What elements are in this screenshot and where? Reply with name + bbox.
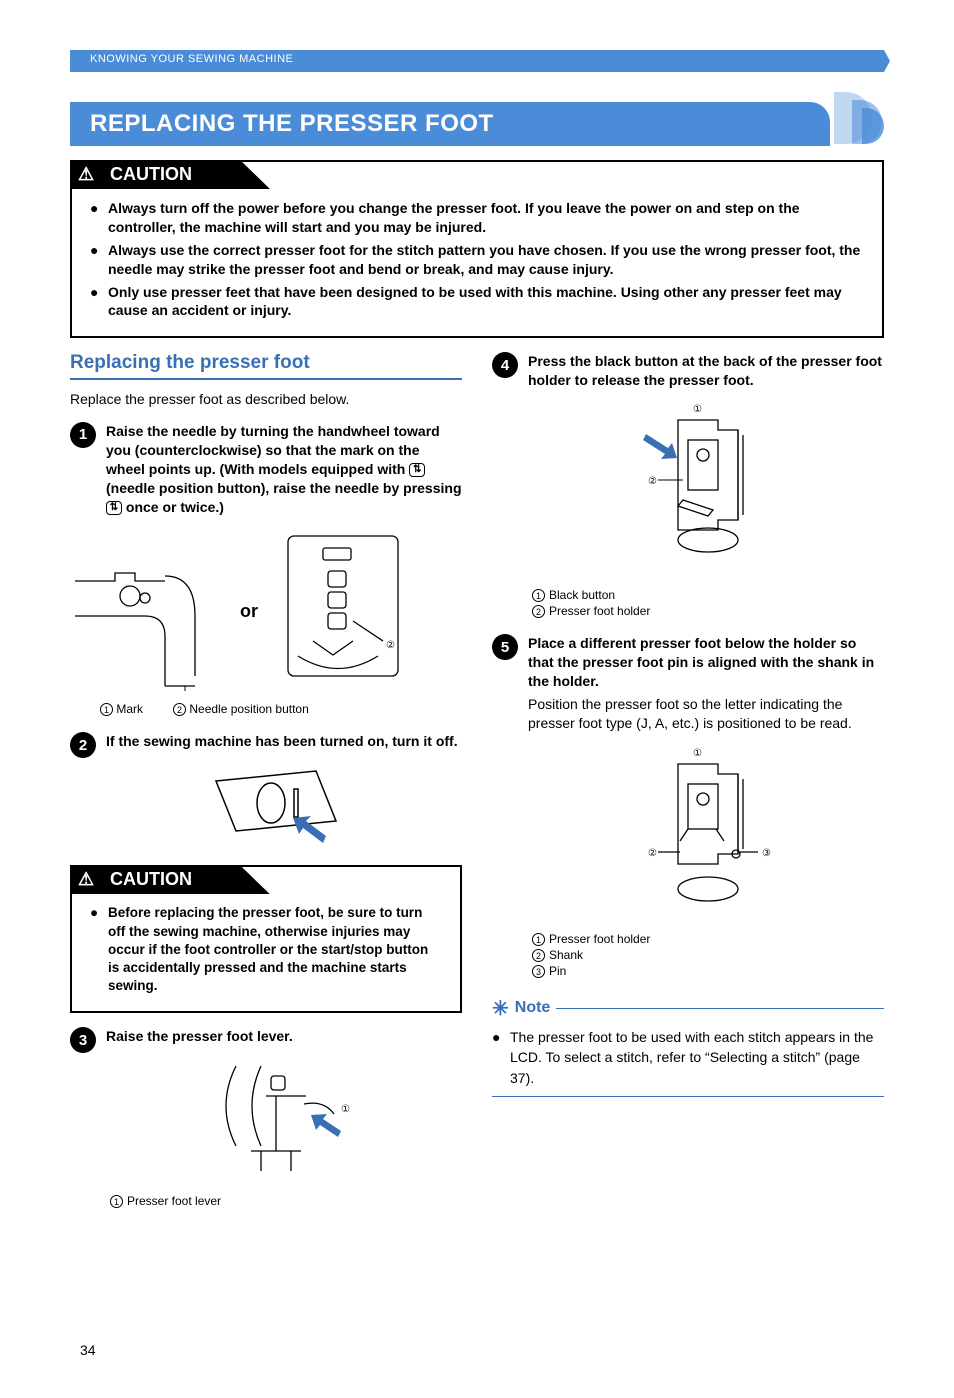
caution-text: CAUTION (110, 164, 192, 184)
intro-text: Replace the presser foot as described be… (70, 390, 462, 410)
note-label: Note (515, 999, 551, 1017)
step-text: Raise the presser foot lever. (106, 1027, 462, 1046)
step4-figure: ① ② (512, 400, 884, 580)
decoration-bubbles (854, 92, 884, 149)
caution-label: ⚠ CAUTION (70, 160, 270, 189)
caution-list: Before replacing the presser foot, be su… (72, 894, 460, 1011)
caution-list: Always turn off the power before you cha… (72, 189, 882, 336)
sparkle-icon: ✳ (492, 996, 509, 1021)
step-number: 5 (492, 634, 518, 660)
legend-text: Presser foot holder (549, 604, 650, 618)
svg-text:①: ① (341, 1104, 350, 1115)
note-block: ✳ Note The presser foot to be used with … (492, 996, 884, 1097)
step2-figure (90, 761, 462, 851)
note-text: The presser foot to be used with each st… (492, 1027, 884, 1088)
svg-text:①: ① (693, 404, 702, 415)
svg-text:③: ③ (762, 848, 771, 859)
caution-box-main: ⚠ CAUTION Always turn off the power befo… (70, 160, 884, 338)
caution-item: Always use the correct presser foot for … (90, 241, 864, 279)
legend-text: Black button (549, 588, 615, 602)
svg-text:②: ② (648, 848, 657, 859)
step-text: Raise the needle by turning the handwhee… (106, 422, 462, 516)
content-columns: Replacing the presser foot Replace the p… (70, 352, 884, 1210)
step-2: 2 If the sewing machine has been turned … (70, 732, 462, 751)
step-number: 1 (70, 422, 96, 448)
legend-text: Mark (116, 702, 143, 716)
step-text: If the sewing machine has been turned on… (106, 732, 462, 751)
caution-text: CAUTION (110, 869, 192, 889)
svg-text:①: ① (693, 748, 702, 759)
step-number: 3 (70, 1027, 96, 1053)
step4-legend: 1Black button 2Presser foot holder (492, 588, 884, 618)
page-title: REPLACING THE PRESSER FOOT (70, 102, 830, 146)
handwheel-diagram: ① (70, 526, 230, 696)
header-bar: KNOWING YOUR SEWING MACHINE (70, 50, 884, 72)
caution-label: ⚠ CAUTION (70, 865, 270, 894)
right-column: 4 Press the black button at the back of … (492, 352, 884, 1210)
warning-icon: ⚠ (78, 869, 94, 890)
title-wrap: REPLACING THE PRESSER FOOT (70, 102, 884, 146)
step-text: Place a different presser foot below the… (528, 634, 884, 691)
svg-text:②: ② (648, 476, 657, 487)
legend-text: Shank (549, 948, 583, 962)
subheading: Replacing the presser foot (70, 352, 462, 380)
text: Raise the needle by turning the handwhee… (106, 423, 440, 477)
legend-text: Pin (549, 964, 566, 978)
legend-text: Needle position button (189, 702, 308, 716)
step1-figures: ① or ② (70, 526, 462, 696)
caution-box-secondary: ⚠ CAUTION Before replacing the presser f… (70, 865, 462, 1013)
or-label: or (240, 601, 258, 622)
legend-text: Presser foot holder (549, 932, 650, 946)
text: once or twice.) (122, 499, 224, 515)
step5-figure: ① ② ③ (512, 744, 884, 924)
section-label: KNOWING YOUR SEWING MACHINE (90, 53, 293, 65)
step-number: 2 (70, 732, 96, 758)
step-subtext: Position the presser foot so the letter … (528, 695, 884, 734)
note-body: The presser foot to be used with each st… (492, 1021, 884, 1097)
page-number: 34 (80, 1342, 96, 1358)
caution-item: Only use presser feet that have been des… (90, 283, 864, 321)
step-text: Press the black button at the back of th… (528, 352, 884, 390)
step-1: 1 Raise the needle by turning the handwh… (70, 422, 462, 516)
caution-item: Always turn off the power before you cha… (90, 199, 864, 237)
note-heading: ✳ Note (492, 996, 884, 1021)
step-number: 4 (492, 352, 518, 378)
panel-diagram: ② (268, 526, 418, 696)
step-3: 3 Raise the presser foot lever. (70, 1027, 462, 1046)
svg-text:②: ② (386, 640, 395, 651)
caution-item: Before replacing the presser foot, be su… (90, 904, 442, 995)
warning-icon: ⚠ (78, 164, 94, 185)
needle-button-icon: ⇅ (409, 463, 425, 477)
legend-text: Presser foot lever (127, 1194, 221, 1208)
step5-legend: 1Presser foot holder 2Shank 3Pin (492, 932, 884, 978)
step-5: 5 Place a different presser foot below t… (492, 634, 884, 734)
left-column: Replacing the presser foot Replace the p… (70, 352, 462, 1210)
step1-legend: 1 Mark 2 Needle position button (70, 702, 462, 716)
text: (needle position button), raise the need… (106, 480, 462, 496)
step3-figure: ① (90, 1056, 462, 1186)
step-4: 4 Press the black button at the back of … (492, 352, 884, 390)
step3-legend: 1Presser foot lever (70, 1194, 462, 1208)
needle-button-icon: ⇅ (106, 501, 122, 515)
